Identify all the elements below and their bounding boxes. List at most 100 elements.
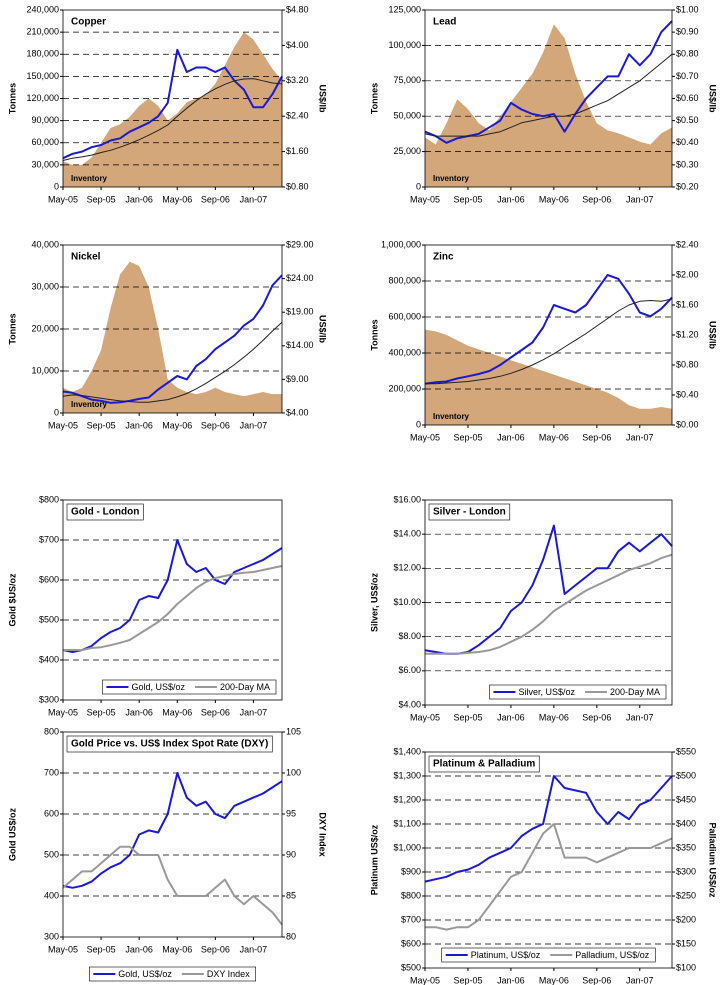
y-tick-label: 60,000 (31, 137, 59, 147)
x-tick-label: May-06 (162, 420, 192, 430)
legend: Silver, US$/oz 200-Day MA (489, 684, 667, 700)
y-tick-label: 210,000 (26, 27, 59, 37)
y2-tick-label: $500 (676, 770, 696, 780)
x-tick-label: Sep-05 (453, 975, 482, 985)
legend-label: DXY Index (207, 969, 250, 979)
x-tick-label: Sep-06 (201, 707, 230, 717)
y-tick-label: 10,000 (31, 365, 59, 375)
y-tick-label: $1,100 (393, 818, 421, 828)
x-tick-label: Sep-05 (453, 194, 482, 204)
legend-box (102, 679, 277, 695)
y2-tick-label: $0.00 (676, 419, 699, 429)
x-tick-label: Sep-05 (453, 712, 482, 722)
series-line (424, 53, 673, 137)
y2-tick-label: $0.80 (676, 49, 699, 59)
y-tick-label: 240,000 (26, 4, 59, 14)
y2-tick-label: $0.50 (676, 115, 699, 125)
y2-tick-label: $0.40 (676, 389, 699, 399)
series-line (63, 565, 283, 651)
y2-tick-label: $29.00 (286, 239, 314, 249)
y2-tick-label: $4.80 (286, 4, 309, 14)
x-tick-label: Sep-05 (87, 707, 116, 717)
y-axis-label: Tonnes (369, 319, 379, 350)
x-tick-label: Jan-07 (626, 194, 654, 204)
x-tick-label: May-06 (539, 712, 569, 722)
series-line (62, 48, 283, 160)
x-tick-label: Jan-06 (125, 194, 153, 204)
area-label: Inventory (71, 400, 108, 409)
series-line (62, 772, 283, 889)
chart-title: Zinc (433, 252, 454, 263)
plot-frame (424, 751, 673, 969)
y2-tick-label: $250 (676, 890, 696, 900)
x-tick-label: Jan-06 (497, 712, 525, 722)
x-tick-label: Sep-06 (582, 432, 611, 442)
x-tick-label: Sep-05 (453, 432, 482, 442)
y-tick-label: $1,300 (393, 770, 421, 780)
y-tick-label: $900 (401, 866, 421, 876)
y2-tick-label: $1.60 (676, 299, 699, 309)
y2-tick-label: $0.60 (676, 93, 699, 103)
y2-tick-label: $2.40 (286, 111, 309, 121)
y-tick-label: $600 (401, 938, 421, 948)
legend-label: Gold, US$/oz (118, 969, 172, 979)
y-tick-label: $800 (401, 890, 421, 900)
series-line (62, 539, 283, 653)
legend-label: Platinum, US$/oz (471, 950, 541, 960)
y2-tick-label: $1.20 (676, 329, 699, 339)
y2-tick-label: $100 (676, 962, 696, 972)
series-line (62, 78, 283, 161)
chart-title: Gold Price vs. US$ Index Spot Rate (DXY) (71, 739, 268, 750)
legend: Platinum, US$/oz Palladium, US$/oz (441, 947, 656, 963)
y-axis-label: Platinum US$/oz (369, 824, 379, 895)
x-tick-label: Jan-06 (497, 194, 525, 204)
y-tick-label: 500 (44, 849, 59, 859)
x-tick-label: Jan-06 (125, 420, 153, 430)
y2-tick-label: $2.00 (676, 269, 699, 279)
area-label: Inventory (433, 412, 470, 421)
x-tick-label: May-06 (162, 944, 192, 954)
series-line (425, 823, 673, 931)
y-tick-label: 400 (44, 890, 59, 900)
x-tick-label: Jan-06 (497, 975, 525, 985)
x-tick-label: May-05 (410, 194, 440, 204)
y-tick-label: $400 (39, 654, 59, 664)
y-tick-label: 1,000,000 (381, 239, 421, 249)
legend-box (88, 966, 257, 982)
y-tick-label: 0 (416, 181, 421, 191)
x-tick-label: Sep-05 (87, 420, 116, 430)
y-tick-label: 100,000 (388, 40, 421, 50)
x-tick-label: Jan-07 (240, 420, 268, 430)
y-tick-label: $4.00 (398, 699, 421, 709)
plot-frame (424, 9, 673, 188)
y-tick-label: 75,000 (393, 75, 421, 85)
x-tick-label: Jan-07 (626, 712, 654, 722)
legend-box (489, 684, 667, 700)
series-line (424, 775, 673, 883)
y-axis-label: Tonnes (7, 313, 17, 344)
y-tick-label: $10.00 (393, 597, 421, 607)
y-tick-label: 800 (44, 726, 59, 736)
title-box (428, 503, 511, 521)
x-tick-label: Sep-06 (201, 194, 230, 204)
y2-tick-label: $19.00 (286, 307, 314, 317)
y-tick-label: 90,000 (31, 115, 59, 125)
legend: Gold, US$/oz 200-Day MA (102, 679, 277, 695)
chart-title: Gold - London (71, 507, 139, 518)
y2-tick-label: $1.00 (676, 4, 699, 14)
x-tick-label: Jan-07 (240, 944, 268, 954)
plot-frame (424, 244, 673, 426)
x-tick-label: Sep-05 (87, 944, 116, 954)
x-tick-label: May-05 (48, 194, 78, 204)
y-tick-label: $1,200 (393, 794, 421, 804)
y-tick-label: $8.00 (398, 631, 421, 641)
y-tick-label: $800 (39, 494, 59, 504)
y-tick-label: $700 (401, 914, 421, 924)
x-tick-label: May-06 (162, 707, 192, 717)
y-tick-label: 25,000 (393, 146, 421, 156)
x-tick-label: Jan-07 (626, 432, 654, 442)
y2-tick-label: $0.20 (676, 181, 699, 191)
plot-frame (62, 499, 283, 701)
y2-tick-label: 90 (286, 849, 296, 859)
